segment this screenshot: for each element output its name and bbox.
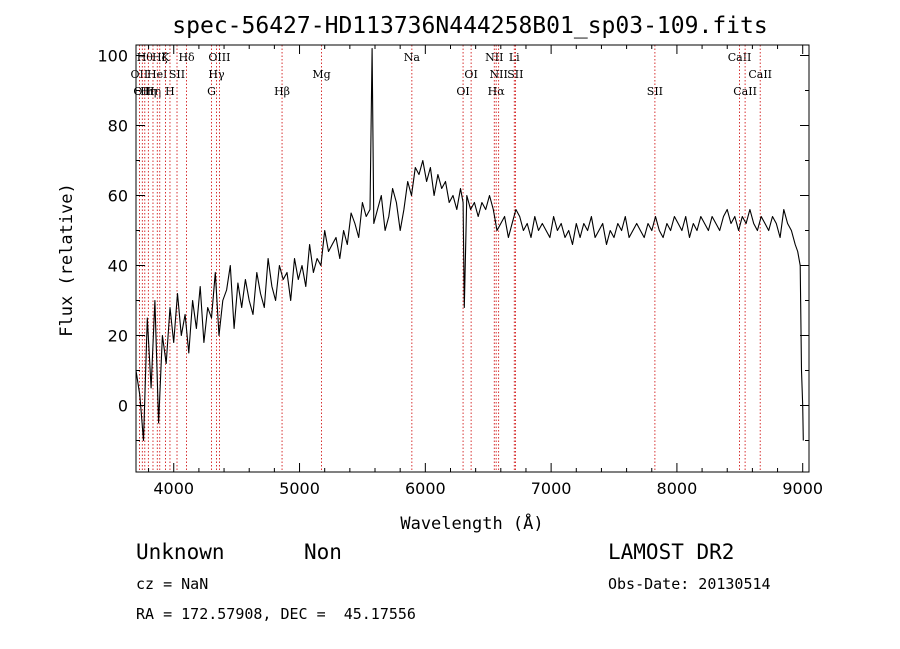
x-axis-label: Wavelength (Å) <box>400 512 543 534</box>
y-tick-label: 0 <box>118 397 128 416</box>
line-marker-label: K <box>161 51 170 64</box>
line-marker-label: G <box>207 85 216 98</box>
line-marker-label: OII <box>131 68 149 81</box>
line-marker-label: Hζ <box>152 51 168 64</box>
line-marker-label: OII <box>133 85 151 98</box>
line-marker-label: Hδ <box>178 51 195 64</box>
line-marker-label: Mg <box>312 68 330 81</box>
x-tick-label: 7000 <box>531 479 572 498</box>
x-tick-label: 6000 <box>405 479 446 498</box>
line-marker-label: OI <box>456 85 469 98</box>
line-marker-label: Na <box>404 51 421 64</box>
line-marker-label: SII <box>507 68 523 81</box>
x-tick-label: 8000 <box>657 479 698 498</box>
x-axis: 4000 5000 6000 7000 8000 9000 <box>148 45 823 498</box>
line-marker-label: SII <box>169 68 185 81</box>
line-marker-label: Hθ <box>137 51 154 64</box>
y-tick-label: 20 <box>108 327 128 346</box>
line-marker-label: CaII <box>728 51 752 64</box>
line-marker-label: CaII <box>748 68 772 81</box>
y-tick-label: 40 <box>108 257 128 276</box>
line-marker-label: Hα <box>488 85 506 98</box>
y-axis-label: Flux (relative) <box>57 183 77 337</box>
spectrum-line-group <box>135 47 804 442</box>
line-marker-label: Li <box>509 51 520 64</box>
coordinates-label: RA = 172.57908, DEC = 45.17556 <box>136 605 416 623</box>
y-tick-label: 80 <box>108 117 128 136</box>
y-axis: 0 20 40 60 80 100 <box>97 47 809 441</box>
line-marker-label: NII <box>485 51 503 64</box>
line-marker-label: SII <box>647 85 663 98</box>
line-marker-label: Hη <box>140 85 156 98</box>
line-marker-label: NII <box>490 68 508 81</box>
line-marker-label: OI <box>464 68 477 81</box>
plot-frame <box>135 44 810 473</box>
class-label: Unknown <box>136 540 225 564</box>
line-marker-label: HeI <box>147 68 167 81</box>
x-tick-label: 9000 <box>782 479 823 498</box>
redshift-label: cz = NaN <box>136 575 208 593</box>
line-marker-label: H <box>165 85 175 98</box>
line-marker-label: Hβ <box>274 85 290 98</box>
line-marker-label: OIII <box>208 51 230 64</box>
line-marker-label: Hγ <box>208 68 225 81</box>
obs-date-label: Obs-Date: 20130514 <box>608 575 771 593</box>
survey-label: LAMOST DR2 <box>608 540 734 564</box>
line-marker-label: Hη <box>145 85 161 98</box>
x-tick-label: 5000 <box>279 479 320 498</box>
line-marker-label: CaII <box>733 85 757 98</box>
chart-title: spec-56427-HD113736N444258B01_sp03-109.f… <box>172 13 767 39</box>
y-tick-label: 100 <box>97 47 128 66</box>
y-tick-label: 60 <box>108 187 128 206</box>
x-tick-label: 4000 <box>153 479 194 498</box>
subclass-label: Non <box>304 540 342 564</box>
spectrum-line <box>135 47 804 442</box>
